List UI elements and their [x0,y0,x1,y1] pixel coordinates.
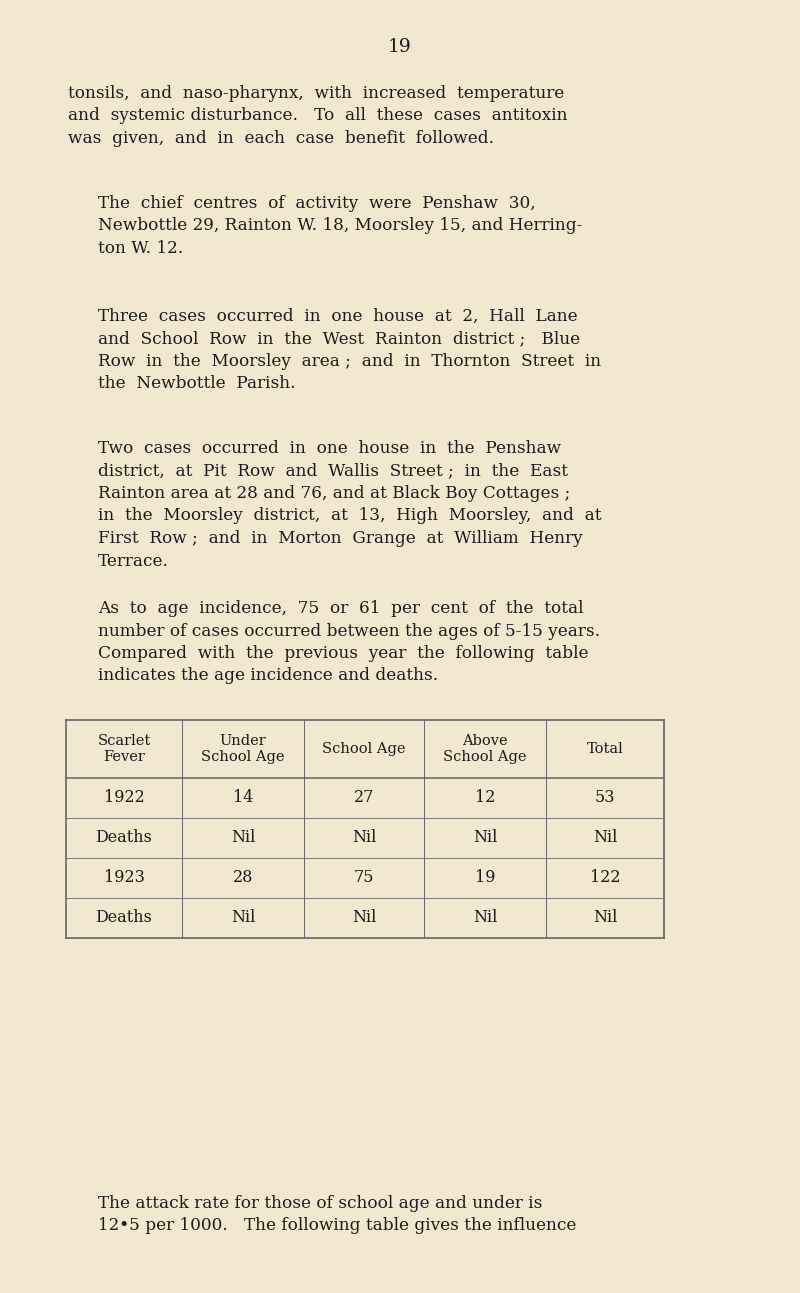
Text: Above
School Age: Above School Age [443,734,526,764]
Text: Nil: Nil [473,909,497,927]
Text: district,  at  Pit  Row  and  Wallis  Street ;  in  the  East: district, at Pit Row and Wallis Street ;… [98,463,568,480]
Text: number of cases occurred between the ages of 5-15 years.: number of cases occurred between the age… [98,622,600,640]
Text: Deaths: Deaths [95,909,153,927]
Text: Nil: Nil [473,830,497,847]
Text: was  given,  and  in  each  case  benefit  followed.: was given, and in each case benefit foll… [68,131,494,147]
Text: ton W. 12.: ton W. 12. [98,240,183,257]
Text: Nil: Nil [231,909,255,927]
Text: The attack rate for those of school age and under is: The attack rate for those of school age … [98,1195,542,1212]
Text: 19: 19 [388,37,412,56]
Text: Under
School Age: Under School Age [202,734,285,764]
Text: Nil: Nil [352,909,376,927]
Text: tonsils,  and  naso-pharynx,  with  increased  temperature: tonsils, and naso-pharynx, with increase… [68,85,564,102]
Text: 12•5 per 1000.   The following table gives the influence: 12•5 per 1000. The following table gives… [98,1218,576,1235]
Text: Nil: Nil [593,830,617,847]
Text: 122: 122 [590,869,620,887]
Text: 12: 12 [475,790,495,807]
Text: Compared  with  the  previous  year  the  following  table: Compared with the previous year the foll… [98,645,589,662]
Text: Two  cases  occurred  in  one  house  in  the  Penshaw: Two cases occurred in one house in the P… [98,440,561,456]
Text: 1922: 1922 [104,790,144,807]
Text: Deaths: Deaths [95,830,153,847]
Text: Nil: Nil [352,830,376,847]
Text: and  School  Row  in  the  West  Rainton  district ;   Blue: and School Row in the West Rainton distr… [98,331,580,348]
Text: 27: 27 [354,790,374,807]
Text: 1923: 1923 [103,869,145,887]
Text: 19: 19 [474,869,495,887]
Text: The  chief  centres  of  activity  were  Penshaw  30,: The chief centres of activity were Pensh… [98,195,536,212]
Text: Nil: Nil [231,830,255,847]
Text: School Age: School Age [322,742,406,756]
Text: Scarlet
Fever: Scarlet Fever [98,734,150,764]
Text: Row  in  the  Moorsley  area ;  and  in  Thornton  Street  in: Row in the Moorsley area ; and in Thornt… [98,353,601,370]
Text: Nil: Nil [593,909,617,927]
Text: indicates the age incidence and deaths.: indicates the age incidence and deaths. [98,667,438,684]
Text: and  systemic disturbance.   To  all  these  cases  antitoxin: and systemic disturbance. To all these c… [68,107,567,124]
Text: First  Row ;  and  in  Morton  Grange  at  William  Henry: First Row ; and in Morton Grange at Will… [98,530,582,547]
Text: 75: 75 [354,869,374,887]
Text: Rainton area at 28 and 76, and at Black Boy Cottages ;: Rainton area at 28 and 76, and at Black … [98,485,570,502]
Text: 14: 14 [233,790,253,807]
Text: Terrace.: Terrace. [98,552,169,569]
Text: the  Newbottle  Parish.: the Newbottle Parish. [98,375,296,393]
Text: Newbottle 29, Rainton W. 18, Moorsley 15, and Herring-: Newbottle 29, Rainton W. 18, Moorsley 15… [98,217,582,234]
Text: 28: 28 [233,869,253,887]
Text: in  the  Moorsley  district,  at  13,  High  Moorsley,  and  at: in the Moorsley district, at 13, High Mo… [98,507,602,525]
Text: As  to  age  incidence,  75  or  61  per  cent  of  the  total: As to age incidence, 75 or 61 per cent o… [98,600,583,617]
Text: 53: 53 [594,790,615,807]
Text: Total: Total [586,742,623,756]
Text: Three  cases  occurred  in  one  house  at  2,  Hall  Lane: Three cases occurred in one house at 2, … [98,308,578,325]
